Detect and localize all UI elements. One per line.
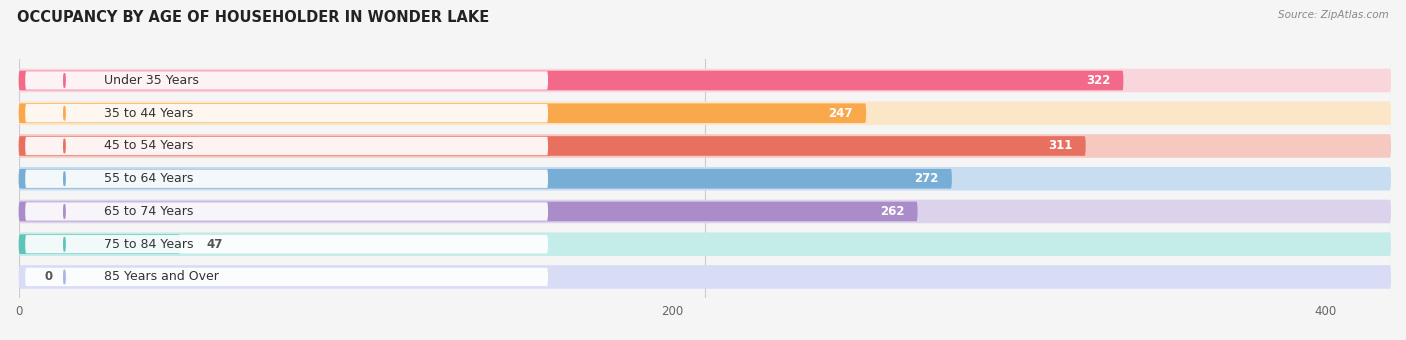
- FancyBboxPatch shape: [18, 71, 1123, 90]
- FancyBboxPatch shape: [18, 234, 180, 254]
- Text: 322: 322: [1085, 74, 1111, 87]
- FancyBboxPatch shape: [25, 104, 548, 122]
- FancyBboxPatch shape: [25, 235, 548, 253]
- Text: 272: 272: [914, 172, 939, 185]
- Text: OCCUPANCY BY AGE OF HOUSEHOLDER IN WONDER LAKE: OCCUPANCY BY AGE OF HOUSEHOLDER IN WONDE…: [17, 10, 489, 25]
- FancyBboxPatch shape: [18, 169, 952, 189]
- FancyBboxPatch shape: [18, 69, 1391, 92]
- FancyBboxPatch shape: [18, 134, 1391, 158]
- FancyBboxPatch shape: [18, 265, 1391, 289]
- Text: Under 35 Years: Under 35 Years: [104, 74, 198, 87]
- Text: 262: 262: [880, 205, 904, 218]
- Text: Source: ZipAtlas.com: Source: ZipAtlas.com: [1278, 10, 1389, 20]
- FancyBboxPatch shape: [18, 167, 1391, 190]
- FancyBboxPatch shape: [18, 233, 1391, 256]
- FancyBboxPatch shape: [18, 101, 1391, 125]
- FancyBboxPatch shape: [25, 202, 548, 221]
- FancyBboxPatch shape: [25, 268, 548, 286]
- Text: 75 to 84 Years: 75 to 84 Years: [104, 238, 193, 251]
- FancyBboxPatch shape: [25, 170, 548, 188]
- FancyBboxPatch shape: [18, 103, 866, 123]
- Text: 45 to 54 Years: 45 to 54 Years: [104, 139, 193, 152]
- Text: 55 to 64 Years: 55 to 64 Years: [104, 172, 193, 185]
- FancyBboxPatch shape: [18, 202, 918, 221]
- Text: 47: 47: [207, 238, 222, 251]
- Text: 35 to 44 Years: 35 to 44 Years: [104, 107, 193, 120]
- FancyBboxPatch shape: [25, 137, 548, 155]
- Text: 247: 247: [828, 107, 853, 120]
- Text: 85 Years and Over: 85 Years and Over: [104, 270, 218, 284]
- FancyBboxPatch shape: [18, 200, 1391, 223]
- Text: 0: 0: [45, 270, 53, 284]
- FancyBboxPatch shape: [25, 71, 548, 90]
- FancyBboxPatch shape: [18, 136, 1085, 156]
- Text: 311: 311: [1049, 139, 1073, 152]
- Text: 65 to 74 Years: 65 to 74 Years: [104, 205, 193, 218]
